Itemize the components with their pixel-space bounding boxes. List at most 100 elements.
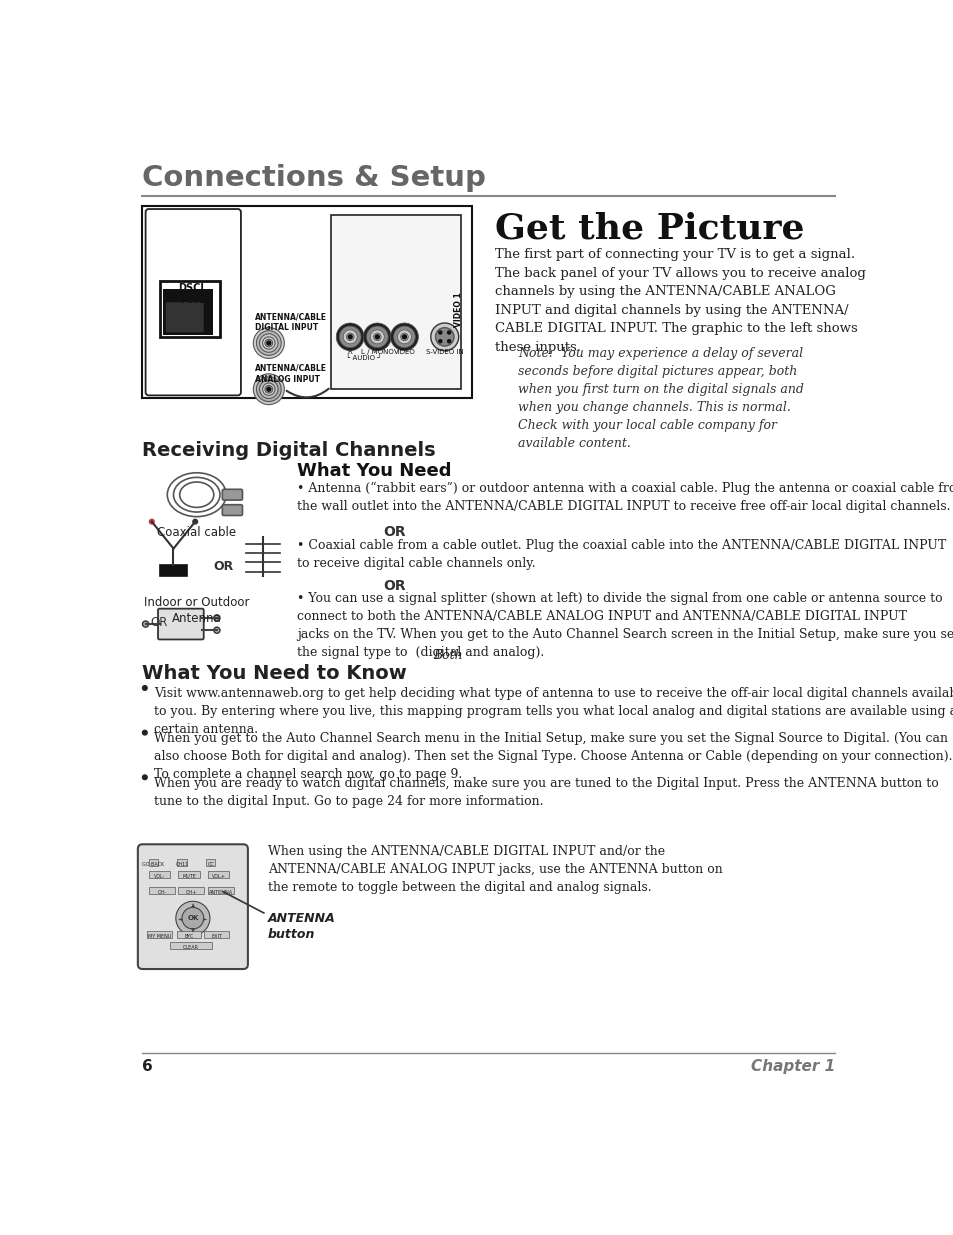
Circle shape [267,388,271,391]
Circle shape [447,340,450,343]
Circle shape [438,331,441,333]
Text: Chapter 1: Chapter 1 [750,1060,835,1074]
Circle shape [262,337,274,350]
Circle shape [373,333,381,341]
Circle shape [256,331,281,356]
Text: CH+: CH+ [186,889,196,894]
Text: What You Need: What You Need [297,462,452,479]
Circle shape [142,730,147,735]
Bar [170,942,212,948]
Text: VIDEO: VIDEO [394,348,415,354]
Text: • You can use a signal splitter (shown at left) to divide the signal from one ca: • You can use a signal splitter (shown a… [297,593,953,659]
Circle shape [193,520,197,524]
FancyBboxPatch shape [146,209,241,395]
Text: OK: OK [187,915,198,921]
Text: When you get to the Auto Channel Search menu in the Initial Setup, make sure you: When you get to the Auto Channel Search … [154,732,952,781]
Text: ANTENNA: ANTENNA [209,889,233,894]
Bar [149,858,158,866]
Text: GO BACK: GO BACK [142,862,164,867]
Text: CH11: CH11 [175,862,189,867]
Circle shape [375,335,379,338]
Circle shape [262,383,274,395]
Text: MY MENU: MY MENU [148,935,171,940]
Bar [331,215,460,389]
FancyBboxPatch shape [158,609,204,640]
Circle shape [370,330,384,343]
Text: The first part of connecting your TV is to get a signal.
The back panel of your : The first part of connecting your TV is … [495,248,865,353]
Bar [162,289,213,336]
Text: ▼: ▼ [191,927,194,932]
Text: • Coaxial cable from a cable outlet. Plug the coaxial cable into the ANTENNA/CAB: • Coaxial cable from a cable outlet. Plu… [297,540,945,571]
Circle shape [213,615,220,621]
Bar [204,931,229,939]
Circle shape [253,327,284,358]
Text: R: R [348,348,353,354]
Circle shape [431,324,458,351]
Circle shape [339,326,360,347]
Bar [149,887,174,894]
Circle shape [142,685,147,690]
Circle shape [142,621,149,627]
Text: └ AUDIO ┘: └ AUDIO ┘ [346,354,381,361]
Circle shape [265,385,273,393]
Text: ANTENNA/CABLE
DIGITAL INPUT: ANTENNA/CABLE DIGITAL INPUT [254,312,327,332]
Text: OR: OR [383,526,405,540]
Circle shape [213,627,220,634]
Text: • Antenna (“rabbit ears”) or outdoor antenna with a coaxial cable. Plug the ante: • Antenna (“rabbit ears”) or outdoor ant… [297,482,953,513]
Circle shape [175,902,210,935]
Text: VIDEO 1: VIDEO 1 [454,293,463,327]
Circle shape [394,326,415,347]
Circle shape [150,520,154,524]
Text: CC: CC [207,862,213,867]
Bar [178,887,204,894]
Bar [149,871,171,878]
Circle shape [402,335,406,338]
Text: Receiving Digital Channels: Receiving Digital Channels [142,441,436,459]
Text: L / MONO: L / MONO [360,348,394,354]
Circle shape [447,331,450,333]
Text: CH-: CH- [157,889,166,894]
Text: BYC: BYC [184,935,193,940]
Text: Visit www.antennaweb.org to get help deciding what type of antenna to use to rec: Visit www.antennaweb.org to get help dec… [154,687,953,736]
Text: OR: OR [213,561,233,573]
Text: Get the Picture: Get the Picture [495,211,803,246]
Text: CLEAR: CLEAR [182,945,198,950]
Text: OR: OR [383,579,405,593]
Bar [208,871,229,878]
Bar [147,931,172,939]
Bar [206,858,215,866]
Circle shape [265,340,273,347]
Circle shape [259,380,278,399]
Circle shape [366,326,388,347]
Bar [208,887,233,894]
Bar [177,858,187,866]
FancyBboxPatch shape [142,206,472,399]
Bar [178,871,199,878]
FancyBboxPatch shape [137,845,248,969]
Text: EXIT: EXIT [212,935,222,940]
FancyBboxPatch shape [166,303,204,332]
Text: Note:  You may experience a delay of several
seconds before digital pictures app: Note: You may experience a delay of seve… [517,347,803,450]
Circle shape [335,324,364,351]
Text: ◄: ◄ [178,915,182,921]
Text: 6: 6 [142,1060,153,1074]
Text: Coaxial cable: Coaxial cable [157,526,236,538]
Text: VOL-: VOL- [153,874,165,879]
Text: S-VIDEO IN: S-VIDEO IN [425,348,463,354]
Circle shape [435,327,454,346]
Text: What You Need to Know: What You Need to Know [142,664,407,683]
Text: Indoor or Outdoor
Antenna: Indoor or Outdoor Antenna [144,597,250,625]
Circle shape [397,330,411,343]
Text: Connections & Setup: Connections & Setup [142,163,486,191]
Text: When using the ANTENNA/CABLE DIGITAL INPUT and/or the
ANTENNA/CABLE ANALOG INPUT: When using the ANTENNA/CABLE DIGITAL INP… [268,845,722,894]
Circle shape [182,908,204,929]
Circle shape [390,324,418,351]
Circle shape [343,330,356,343]
Circle shape [256,377,281,401]
Circle shape [400,333,408,341]
Circle shape [348,335,352,338]
Text: ANTENNA
button: ANTENNA button [268,911,335,941]
Text: ►: ► [203,915,207,921]
Circle shape [363,324,391,351]
Circle shape [259,333,278,352]
